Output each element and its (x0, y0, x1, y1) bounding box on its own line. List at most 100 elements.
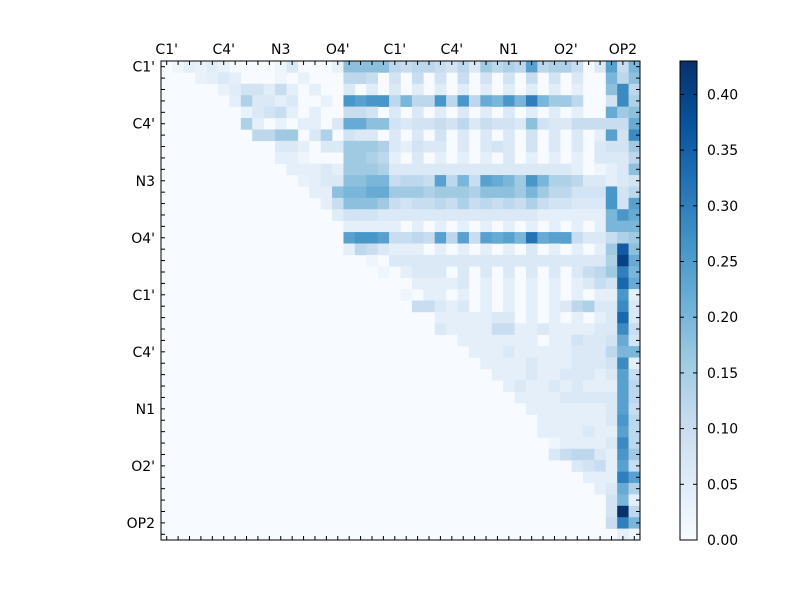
heatmap-cell (343, 106, 356, 119)
heatmap-cell (571, 186, 584, 199)
heatmap-cell (389, 175, 401, 187)
heatmap-cell (389, 163, 401, 176)
heatmap-cell (434, 129, 447, 142)
heatmap-cell (560, 186, 572, 199)
heatmap-cell (503, 277, 515, 290)
heatmap-cell (605, 334, 618, 347)
heatmap-cell (628, 163, 641, 176)
heatmap-cell (537, 414, 550, 427)
heatmap-cell (400, 197, 413, 210)
heatmap-cell (628, 528, 641, 541)
heatmap-cell (525, 380, 538, 393)
heatmap-cell (571, 72, 584, 85)
heatmap-cell (594, 391, 607, 404)
heatmap-cell (605, 118, 618, 130)
heatmap-cell (377, 152, 390, 164)
heatmap-cell (480, 277, 493, 290)
heatmap-cell (571, 346, 584, 358)
heatmap-cell (332, 197, 344, 210)
plot-frame (160, 60, 641, 541)
heatmap-cell (525, 266, 538, 278)
heatmap-cell (423, 95, 436, 107)
heatmap-cell (582, 346, 595, 358)
heatmap-cell (400, 175, 413, 187)
heatmap-cell (343, 209, 356, 221)
heatmap-cell (605, 289, 618, 301)
heatmap-cell (560, 437, 572, 450)
heatmap-cell (457, 175, 470, 187)
heatmap-cell (582, 391, 595, 404)
heatmap-cell (343, 152, 356, 164)
heatmap-cell (457, 140, 470, 153)
heatmap-cell (354, 95, 367, 107)
heatmap-cell (491, 311, 504, 324)
heatmap-cell (491, 334, 504, 347)
heatmap-cell (605, 277, 618, 290)
heatmap-cell (548, 300, 561, 313)
heatmap-cell (491, 197, 504, 210)
heatmap-cell (252, 106, 264, 119)
heatmap-cell (628, 266, 641, 278)
heatmap-cell (594, 323, 607, 336)
heatmap-cell (354, 61, 367, 73)
heatmap-cell (389, 129, 401, 142)
colorbar-tick-label: 0.30 (707, 199, 738, 215)
heatmap-cell (389, 254, 401, 267)
heatmap-cell (582, 277, 595, 290)
heatmap-cell (525, 72, 538, 85)
heatmap-cell (400, 243, 413, 256)
heatmap-cell (525, 163, 538, 176)
heatmap-cell (594, 334, 607, 347)
heatmap-cell (605, 72, 618, 85)
heatmap-cell (377, 232, 390, 244)
heatmap-cell (525, 129, 538, 142)
heatmap-cell (275, 129, 287, 142)
heatmap-cell (434, 61, 447, 73)
heatmap-cell (605, 95, 618, 107)
heatmap-cell (480, 175, 493, 187)
heatmap-cell (286, 140, 299, 153)
heatmap-cell (457, 311, 470, 324)
colorbar-tick-label: 0.00 (707, 533, 738, 549)
heatmap-cell (628, 152, 641, 164)
heatmap-cell (571, 334, 584, 347)
heatmap-cell (582, 186, 595, 199)
heatmap-cell (628, 140, 641, 153)
heatmap-cell (571, 414, 584, 427)
heatmap-cell (229, 95, 242, 107)
heatmap-cell (605, 368, 618, 381)
heatmap-cell (400, 209, 413, 221)
heatmap-cell (560, 163, 572, 176)
heatmap-cell (411, 232, 424, 244)
heatmap-cell (480, 186, 493, 199)
heatmap-cell (548, 232, 561, 244)
heatmap-cell (582, 368, 595, 381)
heatmap-cell (525, 254, 538, 267)
heatmap-cell (491, 95, 504, 107)
heatmap-cell (457, 254, 470, 267)
heatmap-cell (525, 323, 538, 336)
heatmap-cell (514, 254, 527, 267)
x-tick-label: N3 (271, 42, 290, 58)
heatmap-cell (320, 186, 333, 199)
heatmap-cell (617, 163, 629, 176)
heatmap-cell (514, 357, 527, 370)
heatmap-cell (514, 118, 527, 130)
heatmap-cell (286, 95, 299, 107)
heatmap-cell (446, 311, 458, 324)
heatmap-cell (457, 163, 470, 176)
heatmap-cell (491, 186, 504, 199)
heatmap-cell (605, 220, 618, 233)
heatmap-cell (537, 425, 550, 438)
heatmap-cell (525, 277, 538, 290)
heatmap-cell (594, 414, 607, 427)
heatmap-cell (457, 83, 470, 96)
heatmap-cell (343, 175, 356, 187)
heatmap-cell (548, 311, 561, 324)
heatmap-cell (537, 118, 550, 130)
colorbar-gradient (679, 60, 698, 541)
heatmap-cell (571, 243, 584, 256)
heatmap-cell (343, 72, 356, 85)
heatmap-cell (468, 197, 481, 210)
heatmap-cell (628, 505, 641, 518)
